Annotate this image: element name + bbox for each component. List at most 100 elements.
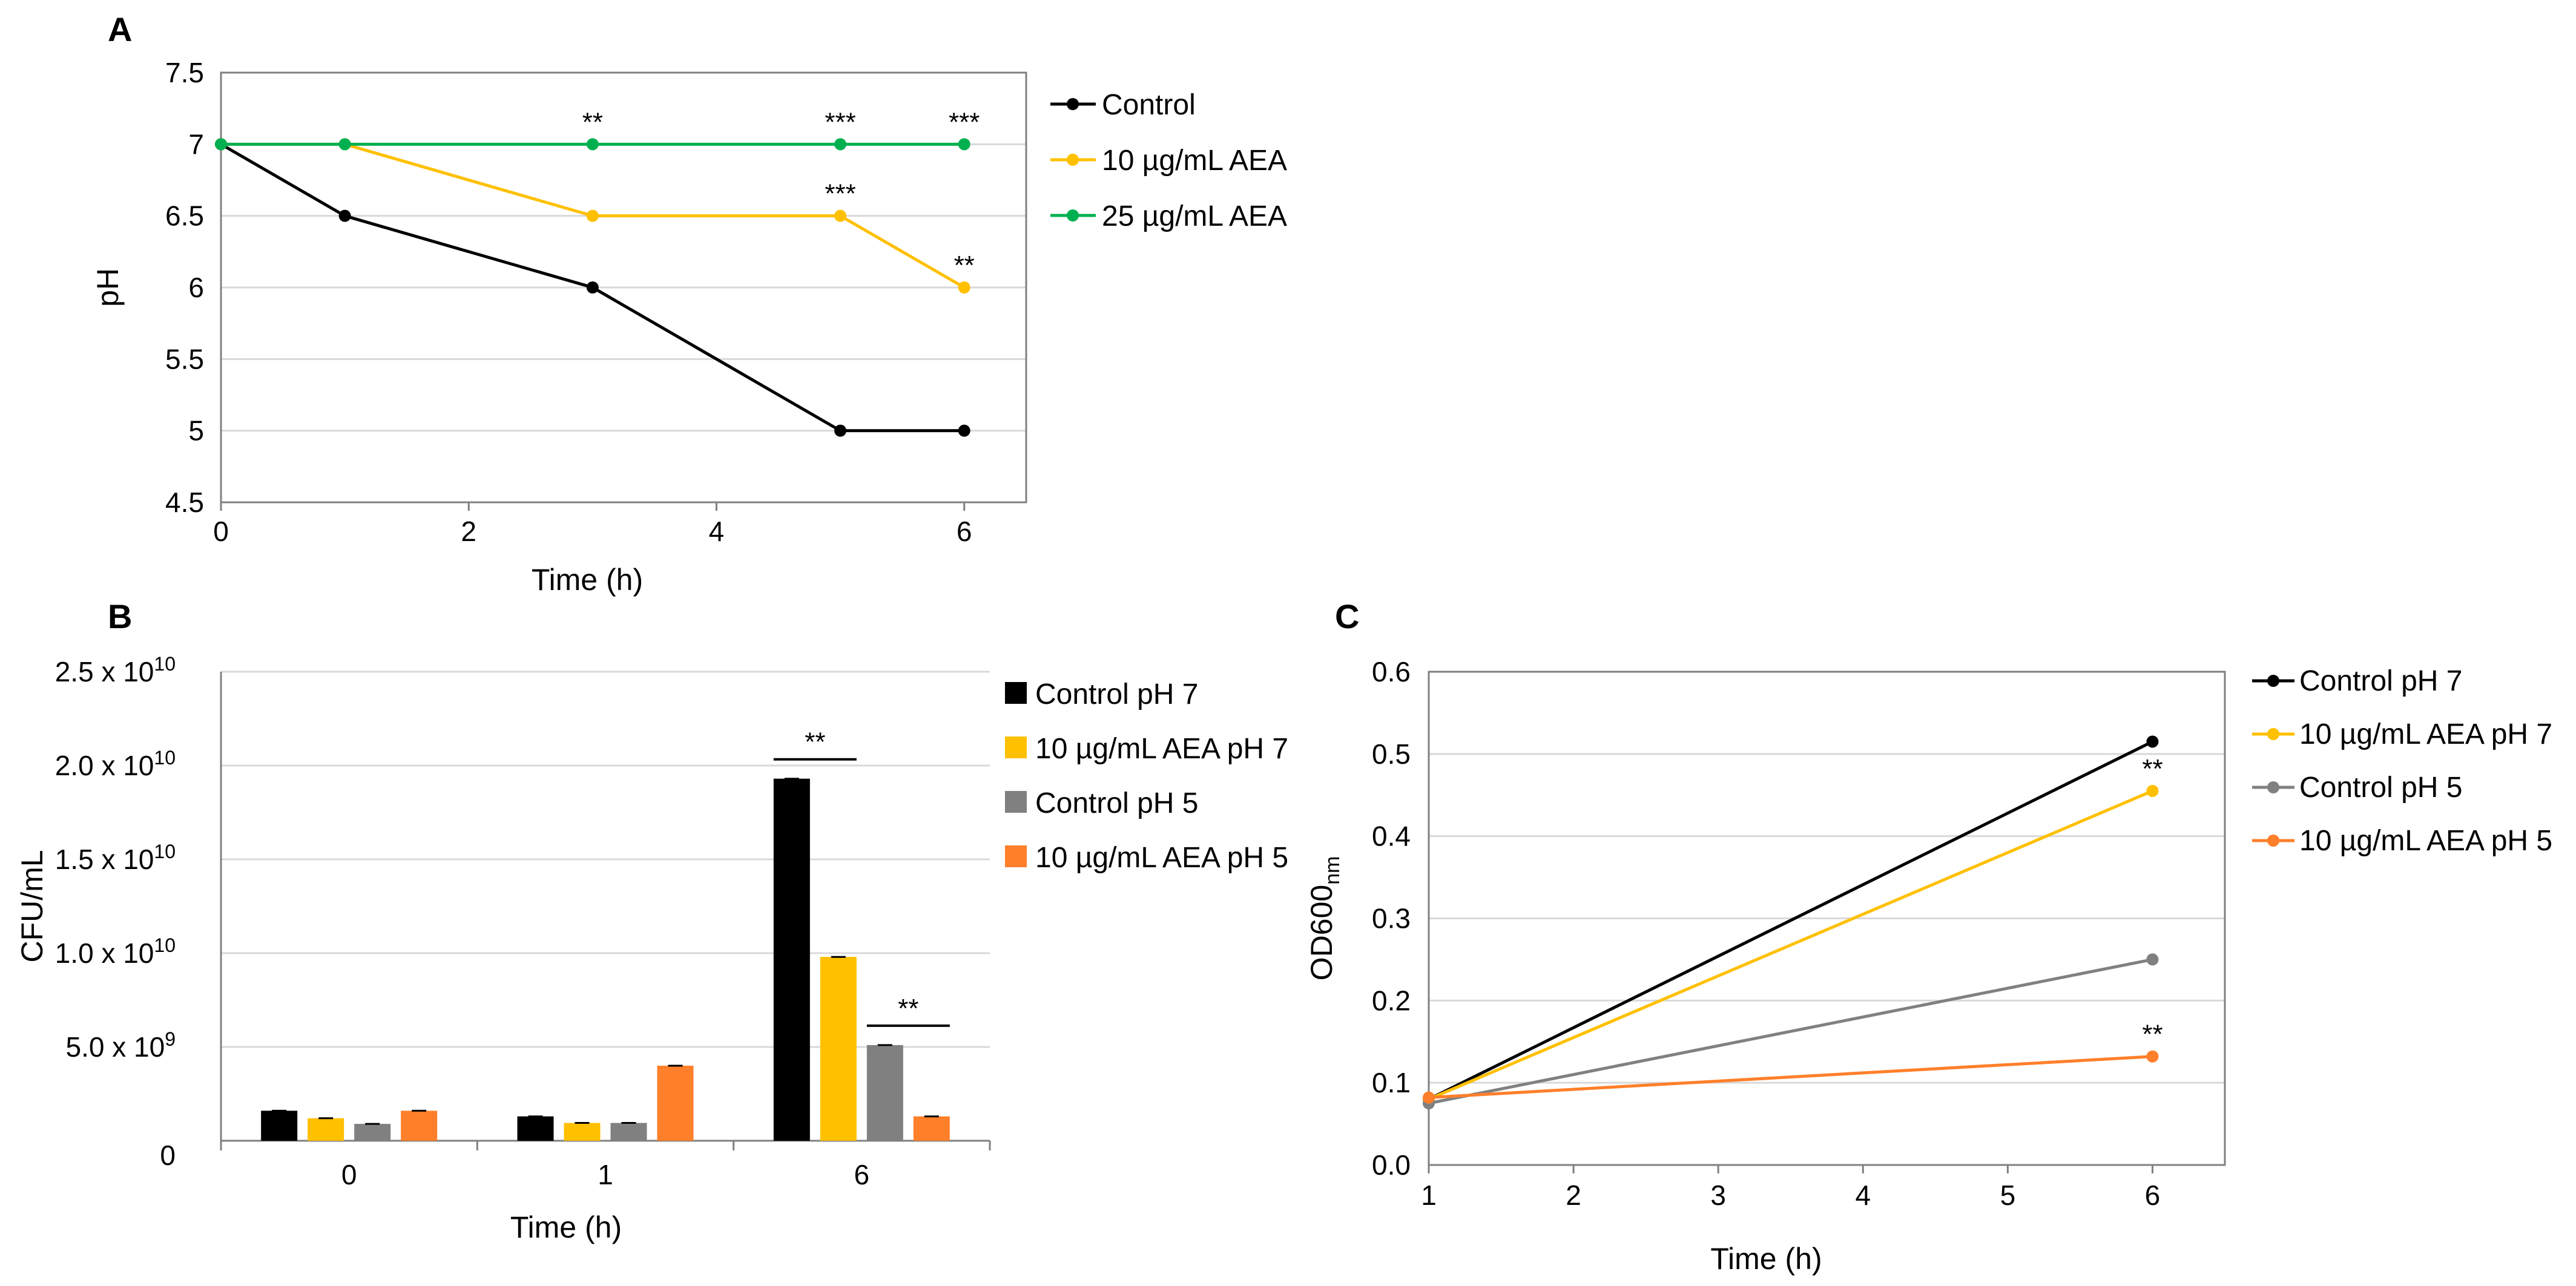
panel-a-xtick-label: 4 (709, 516, 725, 547)
panel-c-data-point (2146, 735, 2159, 748)
panel-b-ytick-label: 0 (160, 1140, 176, 1171)
panel-b-bar (610, 1123, 647, 1141)
panel-c-data-point (1423, 1091, 1435, 1104)
panel-c-legend-marker (2267, 675, 2279, 687)
panel-c-legend-marker (2267, 835, 2279, 847)
panel-a-plot-frame (220, 71, 1027, 504)
panel-c-significance-marker: ** (2142, 1020, 2163, 1049)
panel-a-legend-marker (1067, 98, 1079, 110)
panel-c-xtick-label: 3 (1710, 1179, 1726, 1211)
panel-a-xaxis-title: Time (h) (532, 563, 643, 597)
panel-b-category-label: 0 (341, 1159, 357, 1190)
panel-a-ytick-label: 6 (188, 272, 204, 303)
panel-b-significance-marker: ** (898, 994, 918, 1023)
panel-a-data-point (958, 138, 970, 151)
panel-a-data-point (834, 209, 847, 222)
panel-c-yaxis-title: OD600nm (1305, 856, 1344, 981)
panel-a-legend-label: 10 µg/mL AEA (1102, 145, 1287, 177)
panel-b-legend-label: 10 µg/mL AEA pH 7 (1035, 733, 1288, 765)
panel-b-ytick-label: 5.0 x 109 (66, 1028, 176, 1063)
panel-a-yaxis-title: pH (91, 268, 125, 307)
panel-a-data-point (958, 424, 970, 437)
panel-a-xtick-label: 0 (213, 516, 229, 547)
panel-b-bar (866, 1045, 903, 1141)
panel-b-legend-label: 10 µg/mL AEA pH 5 (1035, 842, 1288, 874)
panel-c-significance-marker: ** (2142, 754, 2163, 784)
panel-b-letter: B (108, 597, 132, 635)
panel-c-ytick-label: 0.6 (1372, 656, 1411, 687)
panel-a-ytick-label: 5.5 (165, 343, 204, 375)
panel-a-xtick-label: 2 (461, 516, 476, 547)
panel-a-significance-marker: ** (582, 107, 603, 137)
panel-c-xaxis-title: Time (h) (1710, 1242, 1822, 1276)
panel-c-legend-label: 10 µg/mL AEA pH 5 (2299, 825, 2552, 857)
panel-c-ytick-label: 0.4 (1372, 821, 1411, 852)
panel-a-ytick-label: 5 (188, 415, 204, 447)
panel-c-legend-label: 10 µg/mL AEA pH 7 (2299, 718, 2552, 750)
panel-b-ytick-label: 1.5 x 1010 (55, 841, 176, 875)
panel-b-bar (401, 1110, 438, 1141)
panel-c-plot-frame (1428, 671, 2226, 1166)
panel-c-xtick-label: 4 (1855, 1179, 1871, 1211)
panel-b-ytick-label: 2.5 x 1010 (55, 653, 176, 687)
panel-c-xtick-label: 2 (1566, 1179, 1581, 1211)
panel-c-series-line (1428, 1055, 2153, 1100)
panel-c-ytick-label: 0.5 (1372, 738, 1411, 770)
panel-c-series-line (1428, 740, 2153, 1101)
panel-b-bar (820, 957, 857, 1141)
panel-c-series-line (1428, 789, 2153, 1101)
panel-a-data-point (338, 138, 351, 151)
panel-c-ytick-label: 0.0 (1372, 1149, 1411, 1181)
panel-b-legend-swatch (1005, 736, 1027, 758)
panel-b-legend-label: Control pH 5 (1035, 787, 1198, 819)
panel-c-data-point (2146, 1050, 2159, 1063)
panel-c-ytick-label: 0.2 (1372, 985, 1411, 1016)
panel-b-bar (517, 1116, 554, 1141)
panel-a-significance-marker: *** (825, 107, 855, 137)
panel-b-bar (913, 1116, 950, 1141)
panel-b-bar (308, 1118, 344, 1141)
panel-a-xtick-label: 6 (957, 516, 972, 547)
panel-a-ytick-label: 4.5 (165, 487, 204, 518)
panel-c-legend-label: Control pH 5 (2299, 772, 2462, 804)
panel-b-legend-swatch (1005, 682, 1027, 704)
panel-a-significance-marker: *** (825, 179, 855, 209)
panel-a-data-point (586, 281, 599, 294)
panel-b-significance-marker: ** (805, 727, 825, 757)
panel-b-legend-swatch (1005, 791, 1027, 813)
panel-a-data-point (834, 424, 847, 437)
panel-b-legend-swatch (1005, 845, 1027, 867)
panel-b-category-label: 1 (598, 1159, 613, 1190)
panel-a-data-point (958, 281, 970, 294)
panel-a-legend-marker (1067, 154, 1079, 166)
panel-c-legend-label: Control pH 7 (2299, 665, 2462, 697)
panel-c-xtick-label: 6 (2145, 1179, 2161, 1211)
panel-c-xtick-label: 5 (2000, 1179, 2016, 1211)
panel-c-series-line (1428, 957, 2153, 1105)
panel-a-legend-label: Control (1102, 89, 1196, 121)
panel-b-bar (773, 778, 810, 1141)
panel-a-ytick-label: 7.5 (165, 57, 204, 88)
panel-b-bar (657, 1066, 694, 1141)
panel-a-legend-label: 25 µg/mL AEA (1102, 200, 1287, 232)
panel-b-bar (354, 1124, 391, 1141)
panel-a-letter: A (108, 10, 132, 48)
panel-a-data-point (586, 138, 599, 151)
panel-a-legend-marker (1067, 209, 1079, 221)
panel-c-xtick-label: 1 (1421, 1179, 1437, 1211)
panel-a-data-point (338, 209, 351, 222)
panel-a-significance-marker: ** (954, 251, 975, 280)
panel-c-letter: C (1335, 597, 1359, 635)
panel-a-significance-marker: *** (949, 107, 980, 137)
panel-b-bar (564, 1123, 601, 1141)
panel-a-data-point (834, 138, 847, 151)
panel-a-ytick-label: 7 (188, 128, 204, 160)
panel-c-data-point (2146, 784, 2159, 797)
panel-b-ytick-label: 1.0 x 1010 (55, 934, 176, 969)
panel-b-bar (261, 1110, 298, 1141)
panel-c-legend-marker (2267, 781, 2279, 793)
panel-a-data-point (586, 209, 599, 222)
panel-b-ytick-label: 2.0 x 1010 (55, 747, 176, 781)
panel-c-legend-marker (2267, 728, 2279, 740)
